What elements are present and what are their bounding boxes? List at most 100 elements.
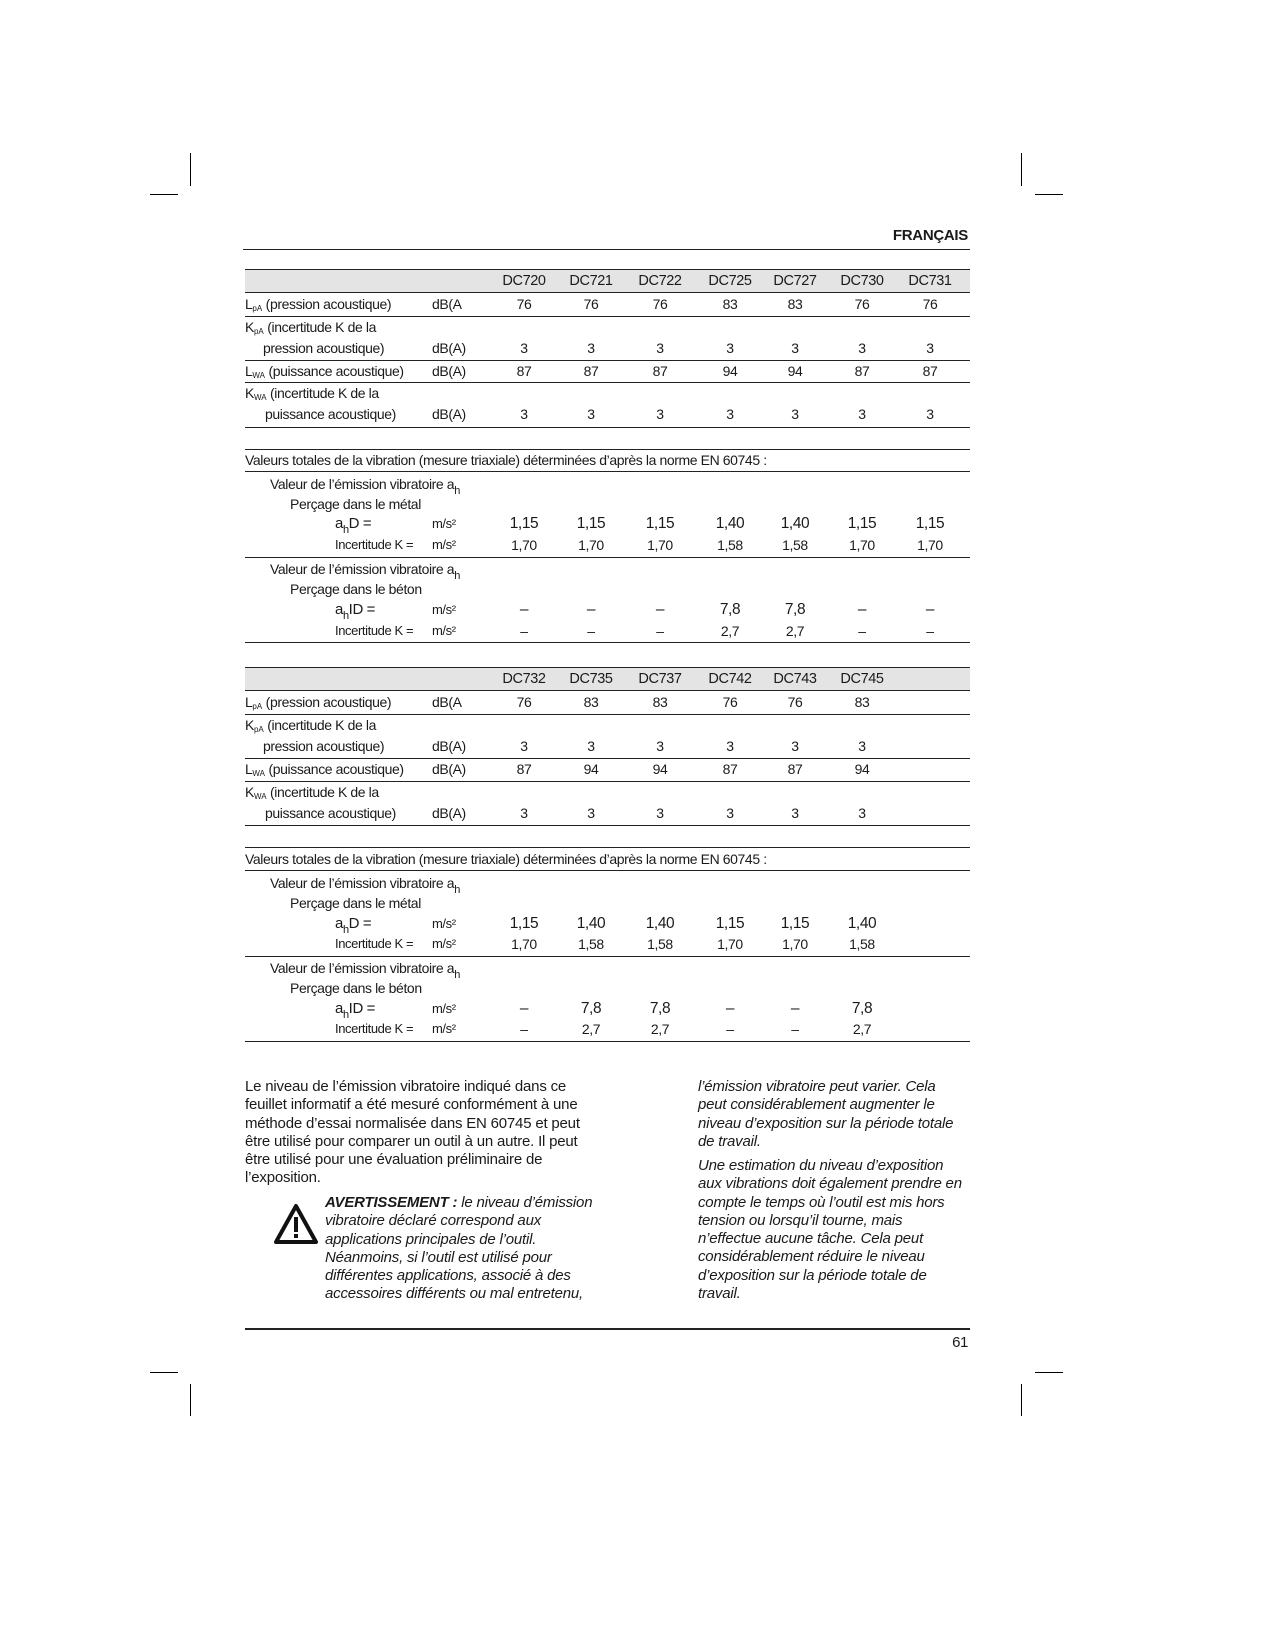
unit: m/s² [432, 1001, 456, 1016]
label-subscript: WA [253, 792, 267, 801]
table-cell: – [656, 623, 664, 639]
vibration-label: Incertitude K = [335, 622, 414, 640]
table-cell: – [725, 1000, 735, 1017]
unit: dB(A) [432, 761, 466, 777]
table-cell: 1,58 [717, 537, 743, 553]
table-rule [245, 382, 970, 383]
label-text: (incertitude K de la [263, 717, 376, 733]
label-text: (pression acoustique) [262, 296, 392, 312]
label-subscript: WA [253, 393, 267, 402]
table-cell: 3 [858, 340, 866, 356]
vibration-heading: Valeur de l’émission vibratoire ah [270, 874, 460, 896]
table-rule [245, 825, 970, 826]
crop-mark [190, 1384, 191, 1416]
table-cell: 3 [587, 406, 595, 422]
table-cell: 1,40 [645, 915, 675, 932]
table-cell: 3 [791, 406, 799, 422]
unit: m/s² [432, 602, 456, 617]
model-header: DC737 [638, 671, 682, 687]
table-rule [245, 956, 970, 957]
acoustic-label-line2: puissance acoustique) [265, 805, 396, 821]
header-rule [243, 249, 970, 250]
table-rule [245, 557, 970, 558]
language-header: FRANÇAIS [892, 227, 968, 244]
label-subscript: h [342, 524, 349, 536]
table-cell: 87 [516, 761, 532, 777]
right-paragraph-1: l’émission vibratoire peut varier. Cela … [698, 1078, 954, 1150]
application-label: Perçage dans le béton [290, 581, 422, 597]
unit: m/s² [432, 1021, 456, 1036]
unit: m/s² [432, 516, 456, 531]
unit: dB(A) [432, 738, 466, 754]
table-cell: 83 [854, 694, 870, 710]
table-header-band [245, 270, 970, 292]
acoustic-label: LWA (puissance acoustique) [245, 760, 404, 783]
model-header: DC721 [569, 273, 613, 289]
table-cell: – [791, 1021, 799, 1037]
table-cell: 7,8 [719, 601, 741, 618]
table-cell: 1,15 [509, 915, 539, 932]
acoustic-label: LpA (pression acoustique) [245, 693, 392, 716]
vibration-heading: Valeur de l’émission vibratoire ah [270, 560, 460, 582]
table-rule [245, 269, 970, 270]
table-cell: 76 [652, 296, 668, 312]
label-symbol: K [245, 717, 254, 733]
crop-mark [190, 153, 191, 186]
table-cell: 1,15 [509, 515, 539, 532]
vibration-title: Valeurs totales de la vibration (mesure … [245, 452, 767, 468]
unit: dB(A) [432, 340, 466, 356]
table-rule [245, 847, 970, 848]
table-cell: 76 [922, 296, 938, 312]
application-label: Perçage dans le métal [290, 496, 421, 512]
vibration-label: ahID = [335, 1000, 375, 1021]
table-cell: 87 [787, 761, 803, 777]
label-text: Incertitude K = [335, 1021, 414, 1036]
table-cell: – [519, 1000, 529, 1017]
label-symbol: a [335, 1000, 343, 1017]
table-cell: 1,58 [578, 936, 604, 952]
table-cell: 1,58 [647, 936, 673, 952]
table-cell: 3 [726, 406, 734, 422]
crop-mark [1035, 194, 1063, 195]
crop-mark [1021, 153, 1022, 186]
table-cell: 3 [858, 406, 866, 422]
table-cell: 1,58 [782, 537, 808, 553]
model-header: DC725 [708, 273, 752, 289]
unit: m/s² [432, 623, 456, 638]
heading-subscript: h [454, 884, 460, 896]
label-symbol: L [245, 694, 253, 710]
acoustic-label: KpA (incertitude K de la [245, 318, 376, 341]
table-cell: 1,40 [780, 515, 810, 532]
model-header: DC727 [773, 273, 817, 289]
table-cell: 1,70 [511, 537, 537, 553]
table-rule [245, 642, 970, 643]
crop-mark [150, 1372, 178, 1373]
table-cell: 3 [587, 805, 595, 821]
acoustic-label: LpA (pression acoustique) [245, 295, 392, 318]
heading-subscript: h [454, 570, 460, 582]
label-symbol: K [245, 385, 254, 401]
vibration-heading: Valeur de l’émission vibratoire ah [270, 959, 460, 981]
table-cell: 7,8 [649, 1000, 671, 1017]
unit: dB(A) [432, 363, 466, 379]
table-cell: 1,70 [511, 936, 537, 952]
acoustic-label: KWA (incertitude K de la [245, 783, 379, 806]
label-subscript: h [342, 924, 349, 936]
acoustic-label-line2: puissance acoustique) [265, 406, 396, 422]
unit: dB(A) [432, 406, 466, 422]
table-cell: 3 [726, 340, 734, 356]
vibration-label: Incertitude K = [335, 1020, 414, 1038]
table-cell: 3 [858, 805, 866, 821]
label-symbol: K [245, 784, 254, 800]
table-cell: 3 [726, 805, 734, 821]
table-cell: 3 [656, 805, 664, 821]
table-cell: 94 [854, 761, 870, 777]
table-rule [245, 758, 970, 759]
vibration-label: Incertitude K = [335, 536, 414, 554]
label-text: (incertitude K de la [266, 385, 379, 401]
label-subscript: h [342, 1009, 349, 1021]
page-number: 61 [952, 1334, 968, 1351]
label-text: Incertitude K = [335, 936, 414, 951]
table-rule [245, 427, 970, 428]
table-cell: 3 [656, 340, 664, 356]
